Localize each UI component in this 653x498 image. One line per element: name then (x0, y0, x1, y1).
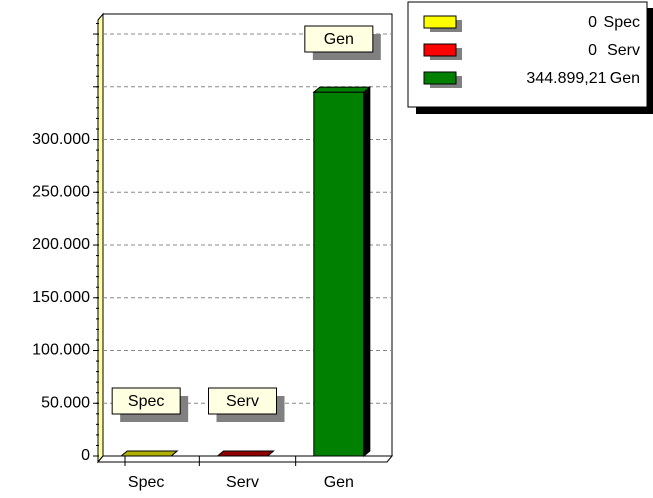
legend-value: 344.899,21 (526, 70, 606, 87)
legend-swatch (423, 43, 457, 57)
x-tick-label: Gen (324, 474, 354, 491)
x-tick-label: Serv (226, 474, 259, 491)
bar-top (119, 450, 179, 457)
legend-swatch (423, 15, 457, 29)
data-label-box (304, 25, 374, 53)
plot-side-wall (97, 12, 104, 464)
legend-value: 0 (588, 42, 597, 59)
legend-name: Spec (604, 14, 640, 31)
data-label: Spec (128, 393, 164, 410)
y-tick-label: 100.000 (32, 342, 90, 359)
data-label-box (111, 387, 181, 415)
legend-name: Gen (610, 70, 640, 87)
y-tick-label: 0 (81, 447, 90, 464)
plot-floor (96, 455, 394, 463)
legend-swatch (423, 71, 457, 85)
data-label: Gen (324, 31, 354, 48)
y-tick-label: 250.000 (32, 183, 90, 200)
y-tick-label: 50.000 (41, 394, 90, 411)
y-tick-label: 200.000 (32, 236, 90, 253)
bar-top (312, 86, 372, 93)
legend-name: Serv (607, 42, 640, 59)
data-label: Serv (226, 393, 259, 410)
legend-value: 0 (588, 14, 597, 31)
x-tick-label: Spec (128, 474, 164, 491)
data-label-box (208, 387, 277, 415)
y-tick-label: 150.000 (32, 289, 90, 306)
bar-top (216, 450, 275, 457)
bar-side (363, 86, 371, 458)
y-tick-label: 300.000 (32, 131, 90, 148)
bar-front (313, 91, 365, 457)
